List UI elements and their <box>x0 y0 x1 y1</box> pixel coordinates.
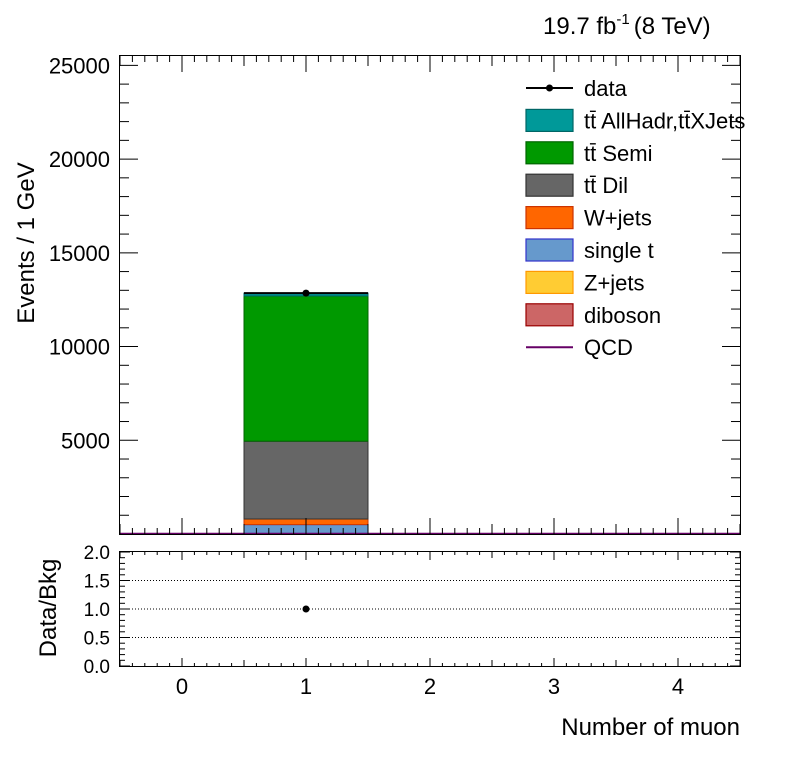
x-tick-label: 2 <box>424 674 436 699</box>
lumi-label: 19.7 fb-1 (8 TeV) <box>543 11 711 40</box>
ratio-y-axis-label: Data/Bkg <box>35 559 62 658</box>
x-tick-label: 1 <box>300 674 312 699</box>
legend-label: tt̄ Dil <box>584 173 628 198</box>
legend-swatch <box>525 108 574 133</box>
ratio-y-tick-label: 1.5 <box>84 572 110 593</box>
legend-swatch <box>525 303 574 327</box>
stack-bars <box>243 292 369 535</box>
legend-data-marker <box>546 84 553 92</box>
y-tick-label: 25000 <box>49 53 110 78</box>
data-point-bin-1 <box>302 289 310 297</box>
legend-swatch <box>525 238 574 262</box>
legend-swatch <box>525 141 574 165</box>
x-tick-label: 3 <box>548 674 560 699</box>
ratio-y-tick-label: 0.0 <box>84 657 110 678</box>
ratio-plot-frame <box>119 551 741 667</box>
legend-swatch <box>525 173 574 197</box>
ratio-y-tick-label: 0.5 <box>84 629 110 650</box>
x-tick-label: 4 <box>672 674 684 699</box>
ratio-plot-panel: 0 1 2 3 4 0.0 0.5 1.0 1.5 2.0 <box>84 543 741 699</box>
ratio-y-tick-label: 2.0 <box>84 543 110 564</box>
main-y-axis-label: Events / 1 GeV <box>13 162 40 323</box>
ratio-y-tick-label: 1.0 <box>84 600 110 621</box>
x-axis-label: Number of muon <box>561 714 740 741</box>
legend-label: QCD <box>584 335 633 360</box>
legend-label: data <box>584 76 628 101</box>
ratio-point <box>302 605 310 613</box>
legend-swatch <box>525 206 574 230</box>
y-tick-label: 20000 <box>49 147 110 172</box>
y-tick-label: 15000 <box>49 241 110 266</box>
legend-label: Z+jets <box>584 270 645 295</box>
legend-label: W+jets <box>584 206 652 231</box>
legend-label: tt̄ Semi <box>584 141 652 166</box>
legend-swatch <box>525 270 574 294</box>
y-tick-label: 5000 <box>61 428 110 453</box>
legend: data tt̄ AllHadr,tt̄XJets tt̄ Semi tt̄ Dil W… <box>525 76 745 360</box>
x-tick-label: 0 <box>176 674 188 699</box>
legend-label: single t <box>584 238 654 263</box>
legend-label: diboson <box>584 303 661 328</box>
stack-bar-tt-dil-bin-1 <box>243 440 369 520</box>
stack-bar-tt-semi-bin-1 <box>243 295 369 442</box>
y-tick-label: 10000 <box>49 335 110 360</box>
main-plot-panel: 5000 10000 15000 20000 25000 data tt̄ AllHadr… <box>49 53 745 535</box>
main-plot-frame <box>119 55 741 535</box>
legend-label: tt̄ AllHadr,tt̄XJets <box>584 108 745 133</box>
